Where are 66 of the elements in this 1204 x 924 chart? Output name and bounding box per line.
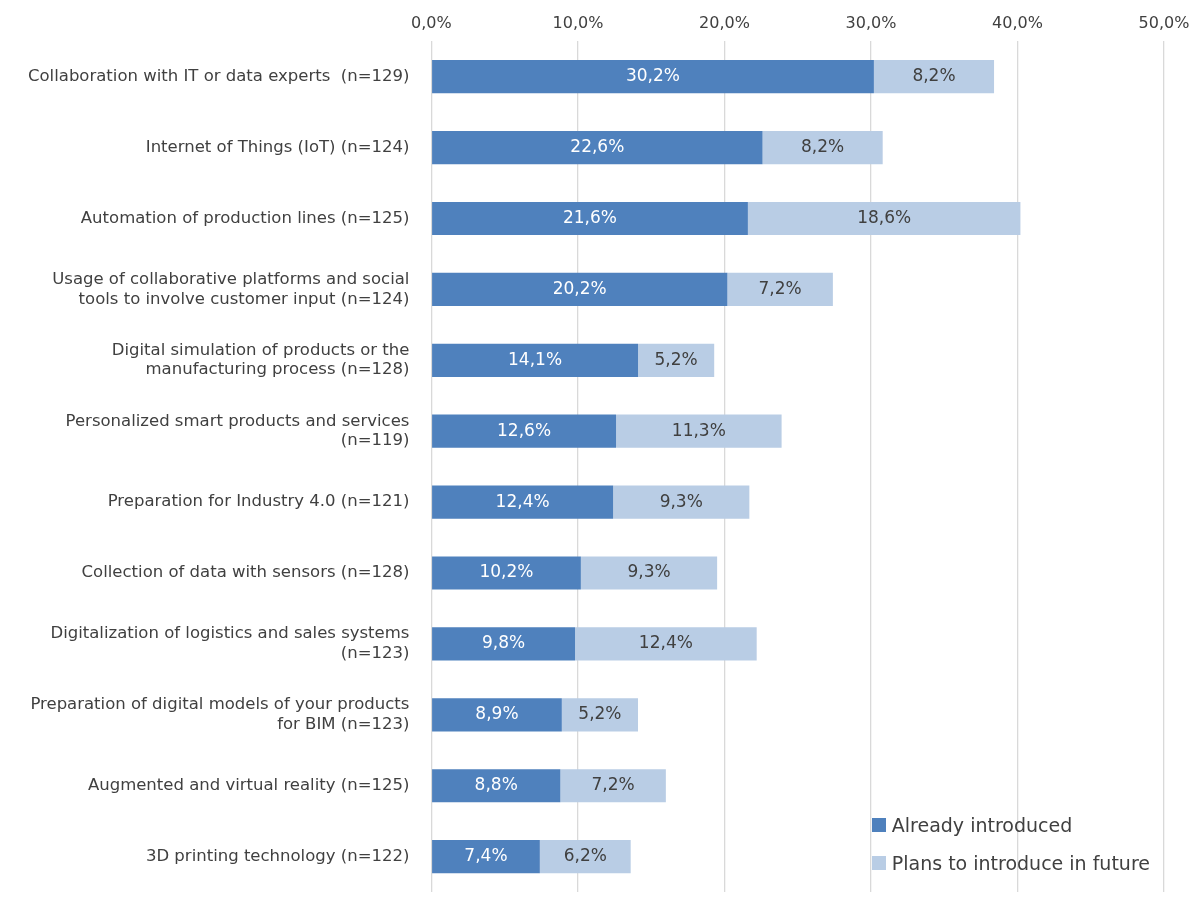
data-label: 20,2% — [552, 277, 607, 298]
data-label: 7,4% — [464, 845, 508, 866]
data-label: 12,4% — [638, 632, 693, 653]
bar — [432, 769, 561, 803]
data-label: 6,2% — [563, 845, 607, 866]
data-label: 8,9% — [475, 703, 519, 724]
bar — [432, 698, 562, 732]
data-label: 14,1% — [508, 348, 563, 369]
data-label: 12,6% — [497, 419, 552, 440]
bar — [432, 272, 728, 306]
data-label: 8,2% — [912, 65, 956, 86]
y-tick-label: Internet of Things (IoT) (n=124) — [145, 136, 410, 156]
data-label: 5,2% — [654, 348, 698, 369]
bar — [727, 272, 833, 306]
y-tick-label: Preparation of digital models of your products for BIM (n=123) — [30, 694, 410, 734]
data-label: 22,6% — [570, 135, 625, 156]
data-label: 9,8% — [481, 632, 526, 653]
bar — [432, 343, 639, 377]
bar — [762, 130, 883, 165]
y-tick-label: Personalized smart products and services (n=119) — [65, 410, 410, 450]
bar — [432, 201, 748, 236]
data-label: 9,3% — [659, 490, 703, 511]
bar — [432, 627, 576, 661]
data-label: 30,2% — [625, 65, 680, 86]
x-tick-label: 50,0% — [1138, 12, 1190, 32]
bar — [432, 485, 614, 519]
x-tick-label: 40,0% — [992, 12, 1043, 32]
bar — [432, 60, 874, 94]
data-label: 12,4% — [495, 490, 550, 511]
y-tick-label: Digitalization of logistics and sales systems (n=123) — [50, 623, 410, 663]
bar — [432, 414, 617, 448]
data-label: 5,2% — [578, 703, 622, 724]
y-tick-label: Collaboration with IT or data experts (n=129) — [27, 65, 410, 85]
legend-label: Plans to introduce in future — [891, 852, 1150, 875]
bar — [747, 201, 1021, 236]
data-label: 8,8% — [474, 774, 518, 795]
data-label: 11,3% — [671, 419, 726, 440]
x-tick-label: 10,0% — [552, 12, 604, 32]
data-label: 10,2% — [479, 561, 534, 582]
y-tick-label: Digital simulation of products or the manufacturing process (n=128) — [111, 339, 410, 379]
y-tick-label: Augmented and virtual reality (n=125) — [87, 775, 410, 795]
data-label: 21,6% — [562, 206, 617, 227]
data-label: 7,2% — [758, 277, 802, 298]
bar — [575, 627, 757, 661]
x-tick-label: 20,0% — [699, 12, 750, 32]
bar — [873, 60, 995, 94]
bar — [432, 130, 763, 165]
y-tick-label: Collection of data with sensors (n=128) — [81, 562, 410, 582]
y-tick-label: Automation of production lines (n=125) — [80, 207, 410, 227]
bar — [539, 840, 631, 874]
bar — [432, 840, 540, 874]
bar — [432, 556, 581, 590]
data-label: 18,6% — [857, 206, 912, 227]
bar — [616, 414, 782, 448]
x-tick-label: 30,0% — [845, 12, 897, 32]
bar — [613, 485, 750, 519]
y-tick-label: Usage of collaborative platforms and social tools to involve customer input (n=124) — [52, 268, 410, 308]
bar — [560, 769, 666, 803]
data-label: 7,2% — [591, 774, 635, 795]
x-tick-label: 0,0% — [411, 12, 452, 32]
y-tick-label: 3D printing technology (n=122) — [145, 845, 410, 865]
data-label: 9,3% — [627, 561, 671, 582]
bar — [580, 556, 718, 590]
y-tick-label: Preparation for Industry 4.0 (n=121) — [107, 491, 410, 511]
legend-label: Already introduced — [891, 814, 1073, 837]
data-label: 8,2% — [801, 135, 845, 156]
